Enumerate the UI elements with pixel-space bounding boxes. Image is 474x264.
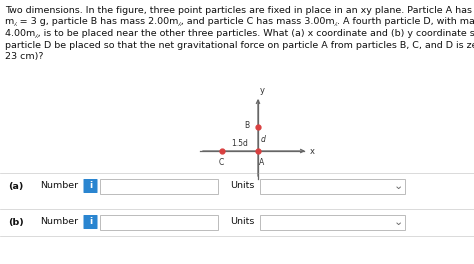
Text: C: C — [219, 158, 224, 167]
Text: x: x — [310, 147, 315, 155]
Text: Number: Number — [40, 182, 78, 191]
Text: d: d — [261, 134, 266, 144]
Bar — [260, 178, 405, 194]
FancyBboxPatch shape — [83, 215, 98, 229]
Text: particle D be placed so that the net gravitational force on particle A from part: particle D be placed so that the net gra… — [5, 40, 474, 50]
Bar — [100, 178, 218, 194]
FancyBboxPatch shape — [83, 179, 98, 193]
Text: (a): (a) — [8, 182, 23, 191]
Text: 1.5d: 1.5d — [232, 139, 248, 148]
Text: 4.00m⁁, is to be placed near the other three particles. What (a) x coordinate an: 4.00m⁁, is to be placed near the other t… — [5, 29, 474, 38]
Text: Number: Number — [40, 218, 78, 227]
Text: ⌄: ⌄ — [393, 217, 403, 227]
Text: i: i — [89, 218, 92, 227]
Text: ⌄: ⌄ — [393, 181, 403, 191]
Bar — [100, 214, 218, 229]
Bar — [260, 214, 405, 229]
Text: y: y — [260, 86, 265, 95]
Text: B: B — [244, 121, 249, 130]
Text: i: i — [89, 182, 92, 191]
Text: A: A — [259, 158, 264, 167]
Text: Units: Units — [230, 218, 255, 227]
Text: (b): (b) — [8, 218, 24, 227]
Text: Two dimensions. In the figure, three point particles are fixed in place in an xy: Two dimensions. In the figure, three poi… — [5, 6, 474, 15]
Text: 23 cm)?: 23 cm)? — [5, 52, 44, 61]
Text: Units: Units — [230, 182, 255, 191]
Text: m⁁ = 3 g, particle B has mass 2.00m⁁, and particle C has mass 3.00m⁁. A fourth p: m⁁ = 3 g, particle B has mass 2.00m⁁, an… — [5, 17, 474, 26]
